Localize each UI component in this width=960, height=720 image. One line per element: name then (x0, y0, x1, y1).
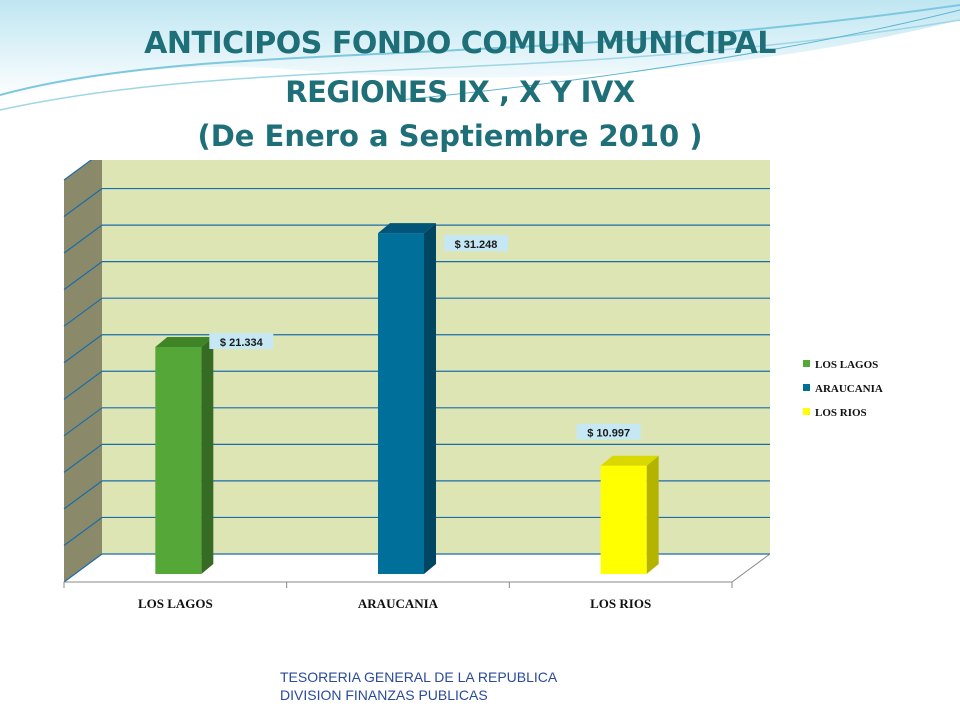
bar-top (378, 223, 436, 234)
title-line-2: REGIONES IX , X Y IVX (285, 75, 635, 109)
data-label: $ 31.248 (455, 239, 498, 251)
legend-entry: LOS LAGOS (815, 359, 878, 371)
gridline-side (63, 334, 103, 364)
gridline-side (63, 443, 103, 473)
data-label-bg (576, 423, 641, 440)
bar (600, 465, 647, 574)
x-tick-label: LOS LAGOS (138, 596, 213, 611)
gridline-side (63, 188, 103, 218)
bar-top (155, 336, 214, 347)
gridline-side (63, 261, 103, 291)
gridline-side (63, 370, 103, 400)
header-wave-decoration (0, 0, 960, 111)
gridline-side (63, 553, 103, 583)
title-line-1: ANTICIPOS FONDO COMUN MUNICIPAL (144, 26, 776, 61)
legend-entry: LOS RIOS (815, 407, 867, 419)
title-line-3: (De Enero a Septiembre 2010 ) (197, 119, 703, 153)
gridline-side (63, 480, 103, 510)
data-label-bg (444, 235, 508, 252)
legend-swatch (803, 384, 810, 391)
legend-entry: ARAUCANIA (815, 383, 883, 395)
chart-side-wall (64, 160, 102, 582)
gridline-side (63, 516, 103, 546)
bar (155, 346, 202, 574)
bar-side (201, 336, 214, 574)
legend-swatch (803, 360, 810, 367)
gridline-side (63, 297, 103, 327)
data-label-bg (209, 332, 274, 349)
floor-edge (731, 553, 771, 583)
footer-line-1: TESORERIA GENERAL DE LA REPUBLICA (280, 669, 558, 685)
bar (378, 233, 424, 574)
x-tick-label: ARAUCANIA (358, 596, 439, 611)
footer: TESORERIA GENERAL DE LA REPUBLICA DIVISI… (280, 668, 557, 704)
bar-chart: $ 21.334 LOS LAGOS $ 31.248 ARAUCANIA $ 10.9… (63, 160, 883, 611)
footer-line-2: DIVISION FINANZAS PUBLICAS (280, 687, 488, 703)
gridline-side (63, 224, 103, 254)
legend-swatch (803, 408, 810, 415)
x-tick-label: LOS RIOS (590, 596, 651, 611)
gridline-side (63, 160, 93, 181)
gridline-side (63, 407, 103, 437)
bar-side (646, 455, 659, 574)
data-label: $ 10.997 (587, 428, 630, 440)
bar-side (424, 223, 436, 574)
data-label: $ 21.334 (220, 337, 264, 349)
bar-top (600, 455, 659, 466)
